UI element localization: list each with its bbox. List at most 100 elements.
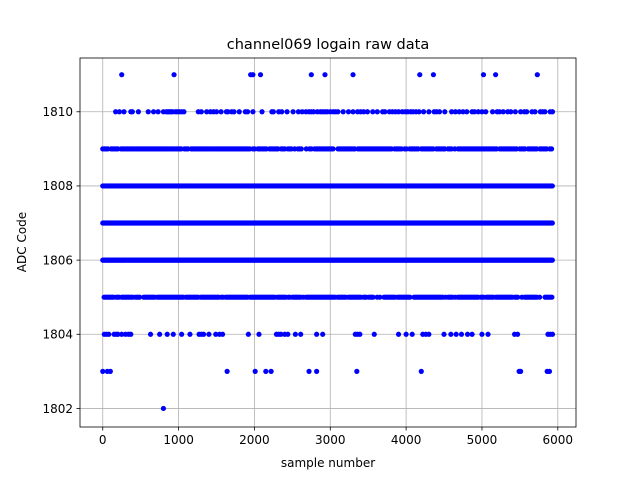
data-point [314,331,320,337]
data-point [354,368,360,374]
data-point [157,331,163,337]
y-tick-label: 1804 [42,328,73,342]
data-point [395,109,402,115]
data-point [430,72,437,78]
data-point [345,109,352,115]
data-point [549,183,555,189]
data-point [536,294,543,300]
x-tick-label: 6000 [543,433,574,447]
data-point [403,331,409,337]
data-point [496,109,503,115]
data-point [236,109,242,115]
data-point [524,109,530,115]
data-point [335,109,341,115]
data-point [377,294,383,300]
chart-title: channel069 logain raw data [227,37,429,53]
data-point [145,109,151,115]
data-point [382,109,388,115]
data-point [278,331,284,337]
x-axis-label: sample number [281,456,375,470]
data-point [119,331,125,337]
data-point [350,72,356,78]
axis-ticks: 0 1000 2000 3000 4000 5000 6000 1802 1804 1806 180… [42,105,573,447]
data-point [464,109,470,115]
y-tick-label: 1806 [42,253,73,267]
data-point [295,109,302,115]
data-point [150,109,157,115]
data-point [534,72,540,78]
data-point [252,368,258,374]
data-point [548,146,555,152]
data-point [417,72,423,78]
data-point [279,109,285,115]
data-point [453,331,459,337]
y-tick-label: 1810 [42,105,73,119]
data-point [257,72,264,78]
data-point [250,72,256,78]
data-point [493,72,499,78]
data-point [483,109,489,115]
y-axis-label: ADC Code [15,212,29,272]
data-point [292,331,298,337]
data-point [299,109,305,115]
data-point [155,109,161,115]
data-point [426,109,432,115]
x-tick-label: 4000 [391,433,422,447]
data-point [420,109,427,115]
x-tick-label: 1000 [163,433,194,447]
data-point [549,220,555,226]
data-point [219,331,226,337]
data-point [298,146,304,152]
data-point [458,331,465,337]
data-point [532,109,538,115]
data-point [135,109,141,115]
data-point [374,109,380,115]
data-point [170,331,176,337]
data-point [115,331,121,337]
data-point [357,331,363,337]
data-point [426,331,432,337]
data-point [549,294,555,300]
data-point [284,109,290,115]
data-point [100,368,106,374]
data-point [181,109,187,115]
data-point [456,109,462,115]
data-point [370,109,376,115]
data-point [245,331,251,337]
data-point [263,368,269,374]
data-point [213,109,220,115]
data-point [119,72,125,78]
x-tick-label: 5000 [467,433,498,447]
data-point [245,109,251,115]
data-point [448,331,454,337]
data-point [480,72,487,78]
data-point [512,109,518,115]
data-point [204,109,210,115]
data-point [518,109,524,115]
data-point [107,368,113,374]
data-point [171,72,177,78]
data-point [147,331,154,337]
data-point [542,109,548,115]
data-point [213,331,219,337]
data-point [129,109,135,115]
data-point [475,109,481,115]
data-point [518,368,524,374]
data-point [330,146,336,152]
data-point [489,109,496,115]
x-tick-label: 3000 [315,433,346,447]
data-point [268,368,274,374]
data-point [361,109,367,115]
data-point [225,109,231,115]
data-point [206,331,212,337]
data-point [460,109,466,115]
data-point [179,331,185,337]
data-point [198,109,204,115]
data-point [515,294,521,300]
y-tick-label: 1802 [42,402,73,416]
data-point [442,109,448,115]
data-point [508,109,514,115]
data-point [113,109,119,115]
data-point [160,405,167,412]
data-point [469,331,475,337]
